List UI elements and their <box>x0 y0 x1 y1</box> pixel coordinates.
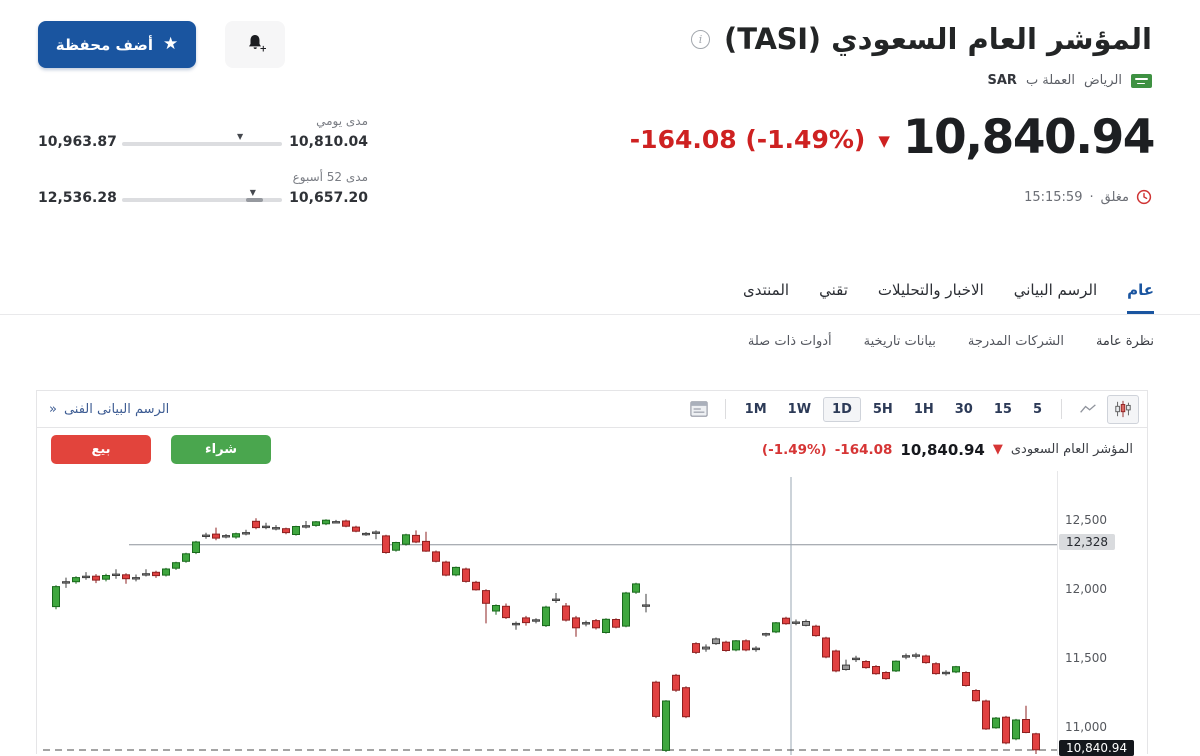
line-style-button[interactable] <box>1072 395 1104 424</box>
svg-text:+: + <box>260 45 267 55</box>
market-time: 15:15:59 <box>1024 189 1083 205</box>
price-row: 10,840.94 ▼ -164.08 (-1.49%) <box>629 110 1156 165</box>
technical-chart-link[interactable]: الرسم البيانى الفنى « <box>49 402 169 417</box>
tab-general[interactable]: عام <box>1127 281 1154 314</box>
axis-tick: 12,000 <box>1065 582 1107 596</box>
currency-code: SAR <box>987 73 1017 88</box>
tab-technical[interactable]: تقني <box>819 281 848 299</box>
trade-buttons: شراء بيع <box>51 435 271 464</box>
toolbar-separator <box>724 399 726 419</box>
timeframe-5h[interactable]: 5H <box>872 401 893 417</box>
sub-tabs: نظرة عامة الشركات المدرجة بيانات تاريخية… <box>748 334 1154 349</box>
last-price: 10,840.94 <box>902 110 1156 165</box>
chevrons-left-icon: « <box>49 401 57 417</box>
market-status-row: مغلق · 15:15:59 <box>1024 189 1152 205</box>
subtab-historical-data[interactable]: بيانات تاريخية <box>863 334 936 349</box>
star-icon: ★ <box>163 34 179 54</box>
add-portfolio-label: أضف محفظة <box>55 35 154 54</box>
52week-range-row: مدى 52 أسبوع 12,536.28 10,657.20 ▼ <box>38 170 368 217</box>
52week-range-high: 12,536.28 <box>38 190 117 206</box>
legend-down-arrow-icon: ▼ <box>992 442 1003 457</box>
52week-range-marker: ▼ <box>249 188 256 197</box>
technical-chart-link-label: الرسم البيانى الفنى <box>63 401 170 417</box>
subtab-listed-companies[interactable]: الشركات المدرجة <box>967 334 1064 349</box>
legend-price: 10,840.94 <box>900 440 985 459</box>
axis-tick: 12,500 <box>1065 513 1107 527</box>
daily-range-label: مدى يومي <box>316 114 368 128</box>
timeframe-15[interactable]: 15 <box>993 401 1012 417</box>
info-icon[interactable]: i <box>691 29 711 49</box>
main-tabs: عام الرسم البياني الاخبار والتحليلات تقن… <box>0 266 1200 315</box>
price-change: -164.08 (-1.49%) <box>629 125 866 154</box>
chart-card: 5 15 30 1H 5H 1D 1W 1M الرسم البيانى الف… <box>36 390 1148 756</box>
market-state: مغلق <box>1100 189 1129 205</box>
daily-range-slider[interactable]: ▼ <box>122 132 282 146</box>
clock-icon <box>1136 189 1152 205</box>
down-triangle-icon: ▼ <box>878 131 890 150</box>
candlestick-style-button[interactable] <box>1107 394 1139 424</box>
bell-plus-icon: + <box>244 32 267 57</box>
toolbar-separator <box>1061 399 1062 419</box>
exchange-label: الرياض <box>1083 73 1122 88</box>
chart-plot-area[interactable]: 12,500 12,328 12,000 11,500 11,000 10,84… <box>37 471 1147 756</box>
subtab-overview[interactable]: نظرة عامة <box>1095 334 1154 349</box>
chart-toolbar-controls: 5 15 30 1H 5H 1D 1W 1M <box>683 394 1139 424</box>
status-separator: · <box>1089 189 1094 205</box>
daily-range-high: 10,963.87 <box>38 134 117 150</box>
saudi-flag-icon <box>1131 73 1152 88</box>
legend-change: -164.08 <box>834 441 893 458</box>
price-axis[interactable]: 12,500 12,328 12,000 11,500 11,000 10,84… <box>1057 471 1147 756</box>
add-portfolio-button[interactable]: ★ أضف محفظة <box>38 21 196 68</box>
line-chart-icon <box>1080 404 1096 413</box>
create-alert-button[interactable]: + <box>225 21 285 68</box>
timeframe-5[interactable]: 5 <box>1032 401 1042 417</box>
daily-range-marker: ▼ <box>237 132 244 141</box>
currency-label: العملة ب <box>1025 73 1075 88</box>
tab-chart[interactable]: الرسم البياني <box>1013 281 1098 299</box>
52week-range-label: مدى 52 أسبوع <box>292 170 368 184</box>
daily-range-row: مدى يومي 10,963.87 10,810.04 ▼ <box>38 114 368 161</box>
timeframe-1m[interactable]: 1M <box>744 401 767 417</box>
legend-change-pct: (-1.49%) <box>761 441 827 458</box>
tab-news-analysis[interactable]: الاخبار والتحليلات <box>877 281 984 299</box>
chart-subheader: المؤشر العام السعودى ▼ 10,840.94 -164.08… <box>37 428 1147 471</box>
legend-instrument-name: المؤشر العام السعودى <box>1010 442 1133 457</box>
page-title: المؤشر العام السعودي (TASI) <box>724 22 1152 56</box>
candlestick-canvas[interactable] <box>37 471 1058 755</box>
timeframe-30[interactable]: 30 <box>954 401 973 417</box>
buy-button[interactable]: شراء <box>171 435 271 464</box>
subtab-related-tools[interactable]: أدوات ذات صلة <box>747 334 832 349</box>
tab-forum[interactable]: المنتدى <box>743 281 790 299</box>
chart-legend: المؤشر العام السعودى ▼ 10,840.94 -164.08… <box>762 441 1133 459</box>
crosshair-price-tag: 12,328 <box>1059 534 1115 550</box>
axis-tick: 11,500 <box>1065 651 1107 665</box>
timeframe-1h[interactable]: 1H <box>913 401 934 417</box>
last-price-tag: 10,840.94 <box>1059 740 1135 756</box>
52week-range-slider[interactable]: ▼ <box>122 188 282 202</box>
52week-daily-segment <box>245 198 263 202</box>
market-info-row: الرياض العملة ب SAR <box>987 73 1152 88</box>
timeframe-1d[interactable]: 1D <box>823 396 861 422</box>
52week-range-low: 10,657.20 <box>289 190 368 206</box>
data-table-button[interactable] <box>683 395 715 424</box>
table-icon <box>690 401 708 417</box>
axis-tick: 11,000 <box>1065 720 1107 734</box>
daily-range-low: 10,810.04 <box>289 134 368 150</box>
sell-button[interactable]: بيع <box>51 435 151 464</box>
candlestick-icon <box>1115 400 1131 418</box>
ranges-block: مدى يومي 10,963.87 10,810.04 ▼ مدى 52 أس… <box>38 114 368 226</box>
chart-toolbar: 5 15 30 1H 5H 1D 1W 1M الرسم البيانى الف… <box>37 391 1147 428</box>
timeframe-1w[interactable]: 1W <box>787 401 812 417</box>
title-row: المؤشر العام السعودي (TASI) i <box>691 22 1152 56</box>
